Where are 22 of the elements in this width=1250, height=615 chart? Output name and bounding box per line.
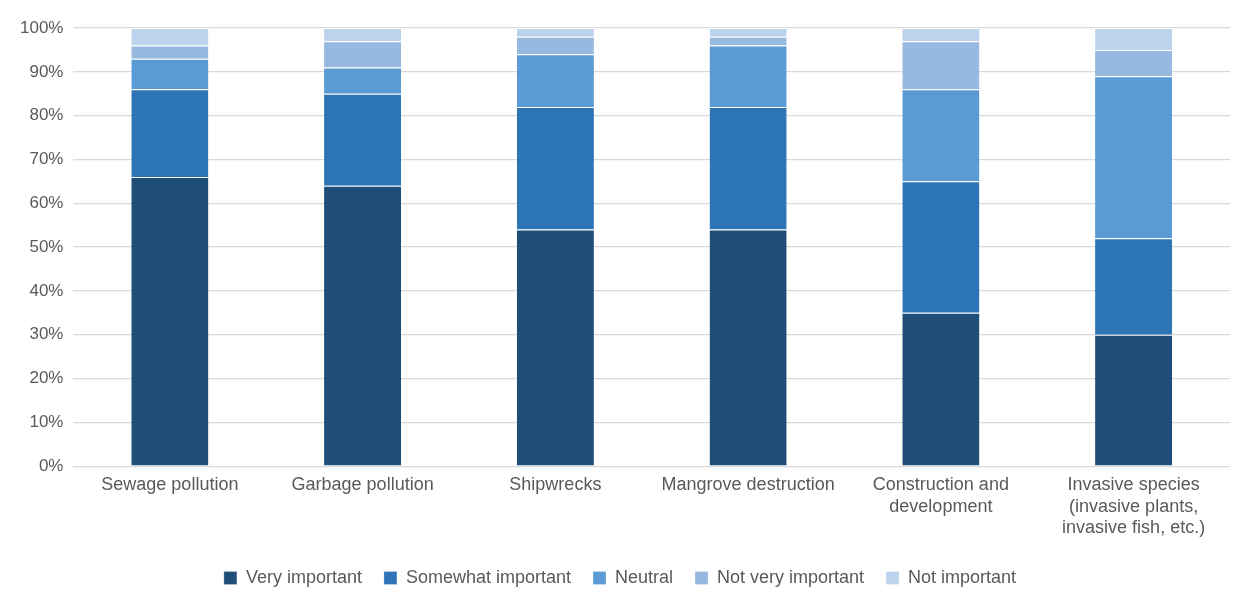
- y-tick-label: 30%: [29, 324, 64, 344]
- y-tick-label: 100%: [20, 17, 64, 37]
- legend-label: Not very important: [717, 566, 865, 587]
- legend-label: Neutral: [615, 566, 674, 587]
- y-tick-label: 60%: [29, 192, 64, 212]
- y-tick-label: 70%: [29, 149, 64, 169]
- y-tick-label: 0%: [38, 455, 64, 475]
- y-tick-label: 10%: [29, 412, 64, 432]
- y-tick-label: 90%: [29, 61, 64, 81]
- x-tick-label: Construction and development: [872, 473, 1009, 516]
- x-tick-label: Garbage pollution: [291, 473, 434, 494]
- legend-label: Very important: [245, 566, 362, 587]
- y-tick-label: 50%: [29, 236, 64, 256]
- x-tick-label: Sewage pollution: [101, 473, 239, 494]
- y-tick-label: 40%: [29, 280, 64, 300]
- legend-label: Not important: [908, 566, 1017, 587]
- y-tick-label: 20%: [29, 368, 64, 388]
- legend-label: Somewhat important: [405, 566, 572, 587]
- x-tick-label: Mangrove destruction: [661, 473, 835, 494]
- y-tick-label: 80%: [29, 105, 64, 125]
- x-tick-label: Shipwrecks: [509, 473, 602, 494]
- x-tick-label: Invasive species (invasive plants, invasive fish, etc.): [1062, 473, 1206, 538]
